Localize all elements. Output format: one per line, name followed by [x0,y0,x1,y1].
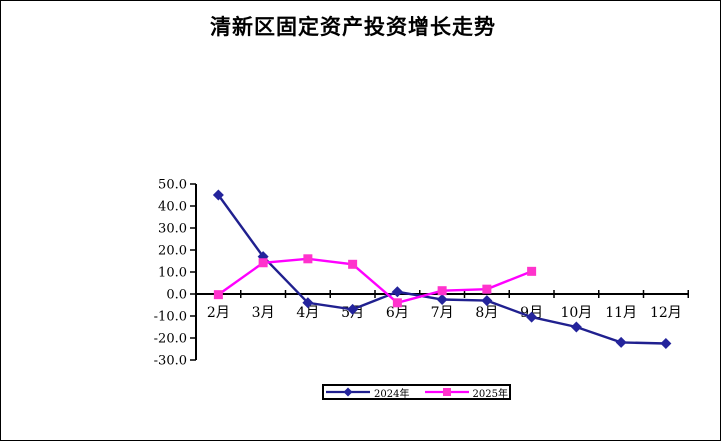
y-axis-tick-label: 10.0 [158,266,187,281]
legend-label: 2024年 [374,388,410,400]
marker-square-icon [392,298,402,308]
marker-square-icon [258,258,268,268]
x-axis-tick-label: 6月 [386,305,409,321]
marker-square-icon [442,388,451,396]
marker-diamond-icon [302,297,314,309]
x-axis-tick-label: 11月 [605,305,637,321]
y-axis-tick-label: -30.0 [154,354,187,369]
legend-item: 2025年 [424,385,508,400]
y-axis-tick-label: -20.0 [154,332,187,347]
series-line [217,257,533,305]
marker-square-icon [348,259,358,269]
chart-legend: 2024年 2025年 [322,384,511,400]
x-axis-tick-label: 3月 [252,305,275,321]
marker-diamond-icon [347,303,359,315]
y-axis-tick-label: 20.0 [158,244,187,259]
marker-diamond-icon [343,387,353,397]
x-axis-tick-label: 10月 [560,305,592,321]
marker-diamond-icon [212,189,224,201]
x-axis-tick-label: 7月 [431,305,454,321]
y-axis-tick-label: 40.0 [158,200,187,215]
x-axis-tick-label: 2月 [207,305,230,321]
y-axis-tick-label: 30.0 [158,222,187,237]
x-axis-tick-label: 12月 [650,305,682,321]
marker-diamond-icon [526,311,538,323]
marker-square-icon [303,254,313,264]
x-axis-tick-label: 8月 [475,305,498,321]
legend-swatch-icon [326,387,371,397]
y-axis-tick-label: -10.0 [154,310,187,325]
chart-title: 清新区固定资产投资增长走势 [210,14,496,39]
x-axis-tick-label: 4月 [296,305,319,321]
marker-diamond-icon [660,338,672,349]
legend-item: 2024年 [325,385,410,400]
marker-diamond-icon [436,294,448,305]
y-axis-tick-label: 0.0 [166,288,187,303]
marker-diamond-icon [615,336,627,348]
y-axis-tick-label: 50.0 [158,178,187,193]
legend-label: 2025年 [472,388,508,400]
marker-square-icon [527,266,537,276]
marker-square-icon [437,286,447,296]
marker-diamond-icon [391,286,403,298]
marker-diamond-icon [481,295,493,307]
marker-square-icon [482,284,492,294]
marker-square-icon [213,290,223,300]
marker-diamond-icon [570,321,582,333]
series-line [217,194,666,345]
legend-swatch-icon [424,388,469,396]
